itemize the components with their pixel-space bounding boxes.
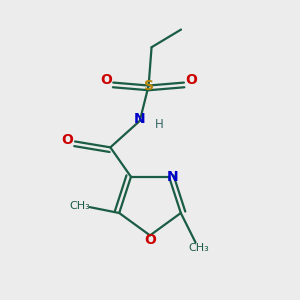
Text: O: O — [185, 73, 197, 87]
Text: O: O — [100, 73, 112, 87]
Text: N: N — [167, 170, 178, 184]
Text: CH₃: CH₃ — [69, 201, 90, 211]
Text: O: O — [144, 233, 156, 247]
Text: N: N — [134, 112, 146, 126]
Text: CH₃: CH₃ — [188, 243, 209, 253]
Text: H: H — [154, 118, 163, 131]
Text: S: S — [144, 79, 154, 92]
Text: O: O — [62, 133, 74, 147]
